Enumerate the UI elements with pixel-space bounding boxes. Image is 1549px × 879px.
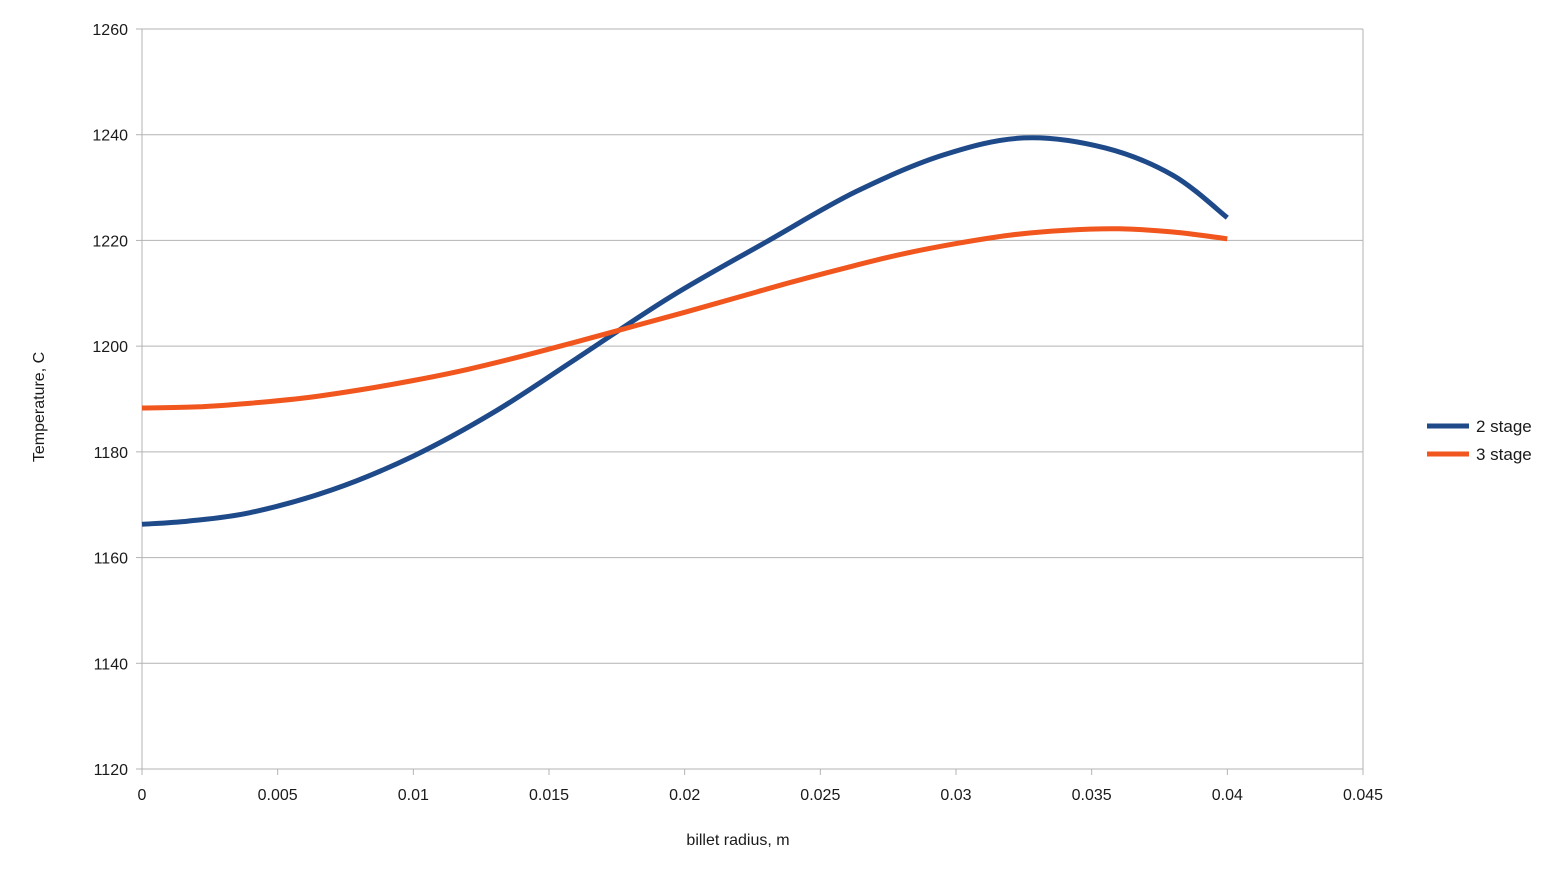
series-line-2-stage — [141, 135, 1229, 527]
series-line-3-stage — [141, 226, 1228, 411]
y-tick-label: 1140 — [94, 656, 129, 673]
legend-item-2-stage: 2 stage — [1427, 417, 1532, 436]
axes-layer — [141, 29, 1364, 770]
x-tick-label: 0.015 — [529, 787, 569, 804]
x-tick-label: 0.045 — [1343, 787, 1383, 804]
x-tick-label: 0.005 — [258, 787, 298, 804]
y-tick-label: 1160 — [94, 551, 129, 568]
x-tick-label: 0 — [138, 787, 147, 804]
legend: 2 stage 3 stage — [1427, 417, 1532, 464]
x-tick-label: 0.01 — [398, 787, 429, 804]
series-layer — [141, 135, 1229, 527]
y-tick-label: 1240 — [92, 128, 128, 145]
y-tick-label: 1260 — [92, 22, 128, 39]
x-tick-label: 0.04 — [1212, 787, 1243, 804]
y-tick-label: 1200 — [92, 339, 128, 356]
legend-item-3-stage: 3 stage — [1427, 445, 1532, 464]
y-tick-label: 1220 — [92, 233, 128, 250]
y-tick-label: 1120 — [94, 762, 129, 779]
legend-label: 2 stage — [1476, 417, 1532, 436]
grid-layer — [142, 28, 1363, 770]
y-tick-label: 1180 — [94, 445, 129, 462]
x-tick-label: 0.03 — [940, 787, 971, 804]
y-axis-title: Temperature, C — [31, 352, 48, 462]
ticks-layer: 1120 1140 1160 1180 1200 1220 1240 1260 0 0.005 0.… — [92, 22, 1383, 804]
x-tick-label: 0.02 — [669, 787, 700, 804]
x-tick-label: 0.035 — [1072, 787, 1112, 804]
x-axis-title: billet radius, m — [686, 832, 789, 849]
legend-label: 3 stage — [1476, 445, 1532, 464]
x-tick-label: 0.025 — [800, 787, 840, 804]
